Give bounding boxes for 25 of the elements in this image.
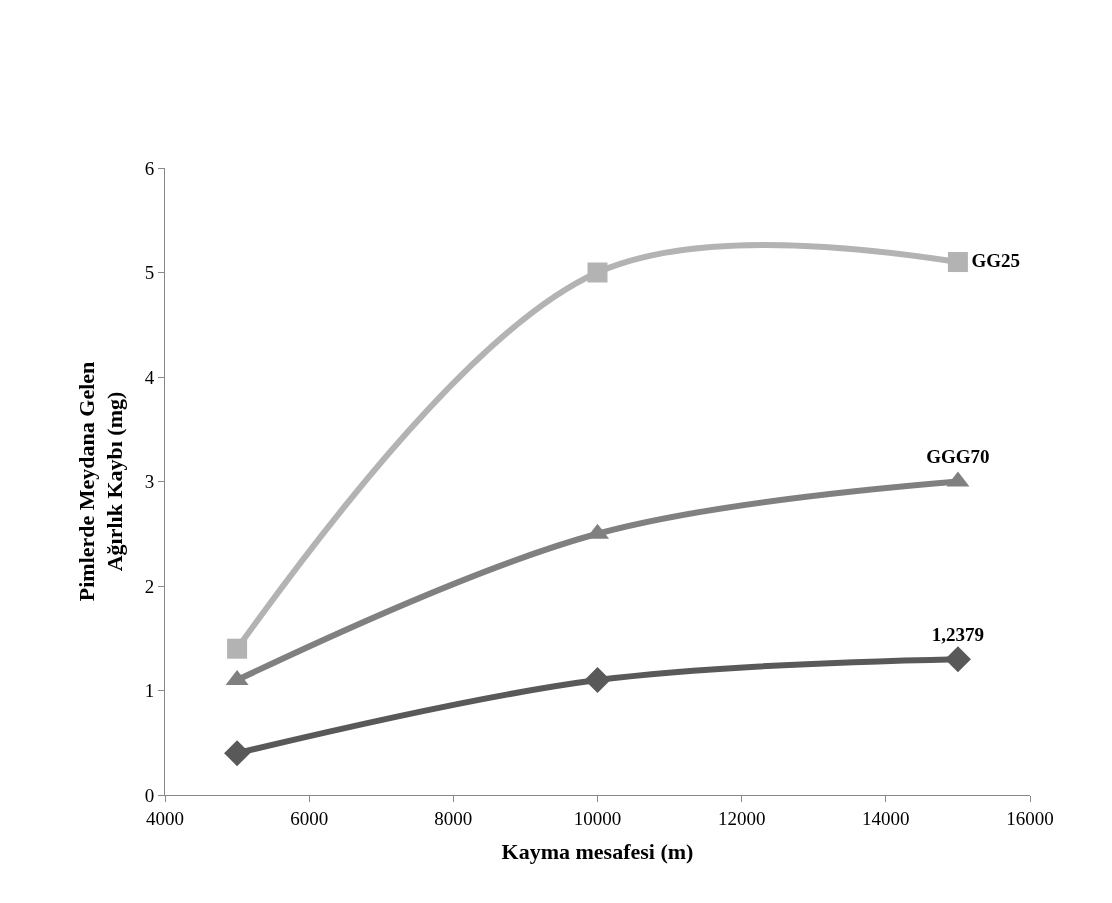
y-tick-label: 1 [144, 680, 155, 702]
x-tick-label: 8000 [434, 807, 473, 829]
x-tick-label: 16000 [1006, 807, 1054, 829]
y-tick-label: 2 [144, 575, 155, 597]
y-tick-label: 3 [144, 471, 155, 493]
x-tick-label: 10000 [573, 807, 622, 829]
x-tick-label: 4000 [146, 807, 184, 829]
x-tick-label: 12000 [717, 807, 766, 829]
series-label: GG25 [971, 249, 1020, 271]
series-label: 1,2379 [931, 623, 985, 645]
y-tick-label: 0 [144, 784, 155, 806]
y-tick-label: 4 [144, 366, 155, 388]
point [947, 252, 968, 273]
point [227, 638, 248, 659]
y-tick-label: 6 [144, 157, 155, 179]
x-tick-label: 14000 [862, 807, 910, 829]
x-axis-title: Kayma mesafesi (m) [501, 838, 694, 864]
x-tick-label: 6000 [290, 807, 329, 829]
point [584, 667, 611, 694]
point [224, 740, 251, 767]
y-axis-title: Pimlerde Meydana Gelen Ağırlık Kaybı (mg) [73, 361, 128, 602]
point [587, 262, 608, 283]
y-tick-label: 5 [144, 262, 155, 284]
series-label: GGG70 [926, 446, 990, 468]
point [944, 646, 971, 673]
